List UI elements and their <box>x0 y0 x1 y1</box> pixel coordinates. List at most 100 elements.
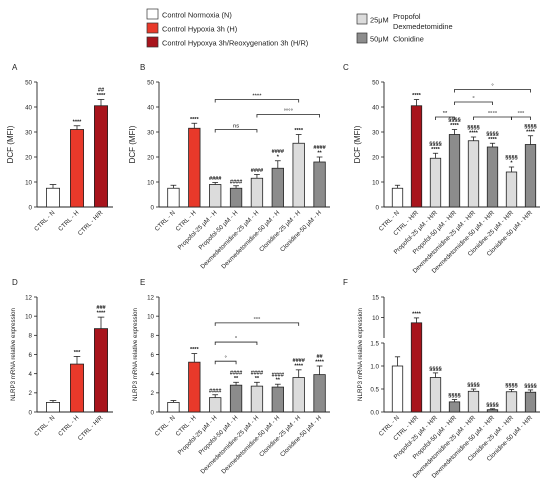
bar-3 <box>448 401 461 413</box>
legend-label-1: Control Hypoxia 3h (H) <box>162 25 237 34</box>
significance-label-6-1: **** <box>294 363 304 369</box>
significance-label-3-0: §§§§ <box>448 118 460 124</box>
y-axis-label: NLRP3 mRNA relative expression <box>132 308 139 401</box>
significance-label-1-0: **** <box>73 119 83 125</box>
bracket-label-1: ° <box>472 96 474 102</box>
y-tick-label-3: 6 <box>151 352 155 359</box>
bar-7 <box>313 374 326 413</box>
legend-dose-1: 50μM <box>370 35 389 44</box>
bracket-label-2: ° <box>224 355 226 361</box>
significance-label-4-0: #### <box>251 168 264 174</box>
legend-drug-1-0: Clonidine <box>393 35 424 44</box>
y-tick-label-0: 0.0 <box>370 409 379 416</box>
significance-label-2-0: §§§§ <box>429 141 441 147</box>
significance-label-2-0: ## <box>98 88 105 94</box>
significance-label-7-0: §§§§ <box>524 383 536 389</box>
bar-6 <box>505 391 518 413</box>
significance-label-2-0: #### <box>209 176 222 182</box>
bracket-2 <box>214 129 258 133</box>
y-tick-label-0: 0 <box>151 204 155 211</box>
legend-label-2: Control Hypoxya 3h/Reoxygenation 3h (H/R… <box>162 39 308 48</box>
y-tick-label-1: 10 <box>372 179 379 186</box>
panel-letter-A: A <box>12 63 18 72</box>
significance-label-7-1: **** <box>315 360 325 366</box>
bracket-label-0: °°° <box>253 317 260 323</box>
y-tick-label-0: 0 <box>29 409 33 416</box>
bar-1 <box>410 105 423 208</box>
significance-label-4-0: §§§§ <box>467 125 479 131</box>
significance-label-1-0: **** <box>412 93 422 99</box>
significance-label-6-0: #### <box>292 358 305 364</box>
significance-label-4-1: **** <box>469 131 479 137</box>
significance-label-5-1: * <box>277 154 280 160</box>
x-tick-label-7: Clonidine-50 μM - H <box>279 209 323 253</box>
bracket-2 <box>473 116 512 120</box>
y-tick-label-1: 10 <box>25 179 32 186</box>
significance-label-7-0: #### <box>313 145 326 151</box>
significance-label-2-1: **** <box>97 311 107 317</box>
legend: Control Normoxia (N) Control Hypoxia 3h (… <box>146 8 453 48</box>
y-tick-label-0: 0 <box>29 204 33 211</box>
legend-label-0: Control Normoxia (N) <box>162 11 232 20</box>
significance-label-3-0: #### <box>230 179 243 185</box>
panel-letter-D: D <box>12 278 18 287</box>
y-tick-label-2: 4 <box>29 371 33 378</box>
x-tick-label-2: CTRL - H/R <box>77 414 105 442</box>
bracket-label-1: ° <box>235 336 237 342</box>
bar-1 <box>188 361 201 413</box>
panel-A: A 0 10 20 30 40 50 DCF (MFI) CTRL - N **** CTRL - … <box>6 63 113 237</box>
significance-label-7-1: **** <box>526 129 536 135</box>
x-tick-label-7: Clonidine-50 μM - H <box>279 414 323 458</box>
panel-letter-E: E <box>140 278 145 287</box>
y-tick-label-4: 40 <box>25 104 32 111</box>
bar-5 <box>486 146 499 208</box>
bracket-label-0: **** <box>252 94 262 100</box>
x-tick-label-0: CTRL - N <box>154 209 177 232</box>
bracket-1 <box>214 341 258 346</box>
bar-2 <box>209 184 222 208</box>
y-axis-label: DCF (MFI) <box>128 125 137 163</box>
y-tick-label-1: 2 <box>29 390 33 397</box>
bracket-1 <box>256 114 320 118</box>
y-tick-label-3: 30 <box>25 129 32 136</box>
x-tick-label-1: CTRL - H <box>57 209 80 232</box>
y-tick-label-4: 40 <box>147 104 154 111</box>
y-axis-label: NLRP3 mRNA relative expression <box>10 308 17 401</box>
legend-drug-0-1: Dexmedetomidine <box>393 22 453 31</box>
bar-1 <box>70 363 85 413</box>
bar-4 <box>250 385 264 413</box>
significance-label-2-0: ### <box>96 305 106 311</box>
panel-letter-F: F <box>343 278 348 287</box>
y-tick-label-2: 20 <box>25 154 32 161</box>
y-tick-label-4: 8 <box>151 333 155 340</box>
significance-label-3-0: #### <box>230 370 243 376</box>
y-axis-label: DCF (MFI) <box>6 125 15 163</box>
panel-letter-B: B <box>140 63 145 72</box>
legend-swatch-0 <box>146 8 159 20</box>
significance-label-5-0: #### <box>272 149 285 155</box>
significance-label-2-1: **** <box>431 147 441 153</box>
significance-label-3-0: §§§§ <box>448 393 460 399</box>
bar-4 <box>467 140 480 208</box>
significance-label-5-1: **** <box>488 137 498 143</box>
y-tick-label-3: 30 <box>147 129 154 136</box>
bar-2 <box>94 105 109 208</box>
x-tick-label-0: CTRL - N <box>33 414 56 437</box>
bracket-4 <box>511 116 531 120</box>
significance-label-2-0: #### <box>209 388 222 394</box>
bar-6 <box>505 171 518 208</box>
bar-0 <box>167 187 180 208</box>
panel-E: E 0 2 4 6 8 10 12 NLRP3 mRNA relative expression… <box>132 278 330 475</box>
significance-label-2-1: **** <box>97 93 107 99</box>
bar-0 <box>391 187 404 208</box>
bar-2 <box>94 328 109 413</box>
y-axis-label: NLRP3 mRNA relative expression <box>357 308 364 401</box>
bar-1 <box>188 127 201 208</box>
y-tick-label-5: 10 <box>147 313 154 320</box>
y-tick-label-3: 30 <box>372 129 379 136</box>
x-tick-label-0: CTRL - N <box>33 209 56 232</box>
x-tick-label-0: CTRL - N <box>154 414 177 437</box>
bar-4 <box>250 177 264 208</box>
y-tick-label-5: 50 <box>372 79 379 86</box>
